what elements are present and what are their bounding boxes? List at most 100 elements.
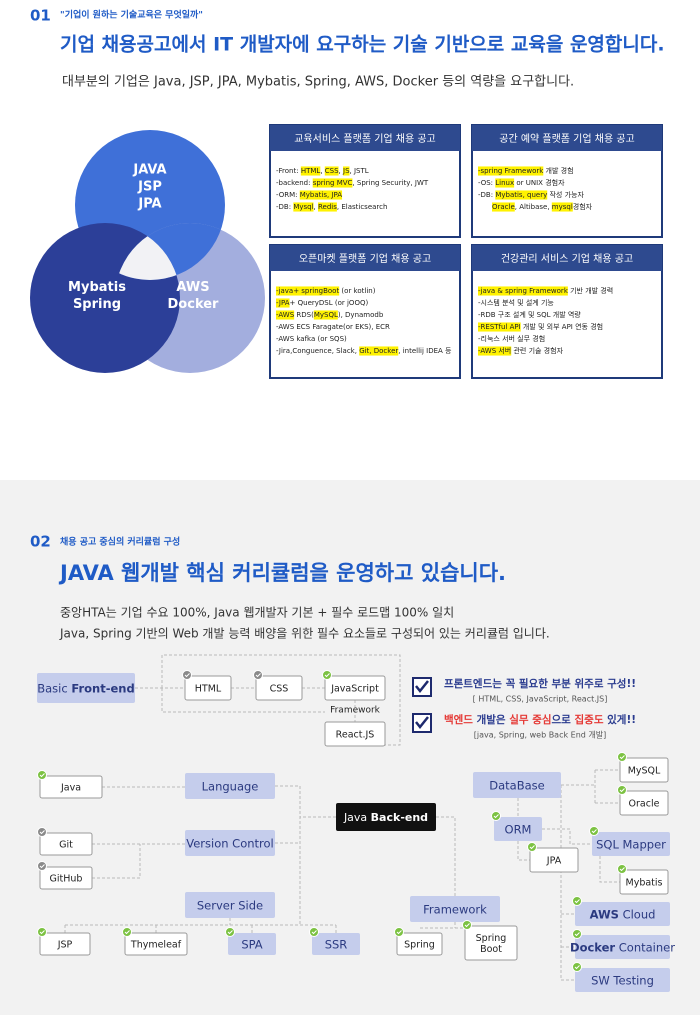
status-check <box>227 930 233 935</box>
status-check <box>39 773 45 778</box>
curriculum-node <box>619 869 669 895</box>
status-check <box>39 864 45 869</box>
highlight <box>293 202 314 212</box>
note-text: 집중도 <box>575 714 604 726</box>
posting-line: 개발 및 외부 API 연동 경험 <box>521 322 603 331</box>
curriculum-node <box>619 757 669 783</box>
highlight <box>478 286 568 296</box>
posting-line: -DB: <box>478 191 495 199</box>
status-check <box>39 830 45 835</box>
curriculum-node <box>575 968 670 992</box>
section-title: 기업 채용공고에서 IT 개발자에 요구하는 기술 기반으로 교육을 운영합니다… <box>60 34 665 56</box>
highlight <box>276 298 290 308</box>
status-badge <box>617 752 627 762</box>
curriculum-node <box>592 832 670 856</box>
posting-line: 작성 가능자 <box>547 190 584 199</box>
section-number: 02 <box>30 533 51 551</box>
curriculum-node <box>39 866 93 890</box>
posting-line: Oracle <box>492 203 515 211</box>
posting-line: 기반 개발 경력 <box>568 286 613 295</box>
venn-label: Spring <box>73 297 121 312</box>
posting-line: -ORM: <box>276 191 300 199</box>
status-badge <box>322 670 332 680</box>
status-check <box>574 899 580 904</box>
curriculum-node <box>185 892 275 918</box>
posting-line: , JSTL <box>350 167 369 175</box>
posting-line: -java & spring Framework <box>478 287 569 295</box>
curriculum-node <box>410 896 500 922</box>
curriculum-node <box>37 673 135 703</box>
posting-line: , <box>314 203 318 211</box>
posting-line: -AWS kafka (or SQS) <box>276 335 347 343</box>
posting-line: -AWS 서버 <box>478 346 511 355</box>
posting-line: -AWS ECS Faragate(or EKS), ECR <box>276 323 390 331</box>
status-badge <box>122 927 132 937</box>
posting-line: Redis <box>318 203 337 211</box>
section-description: 대부분의 기업은 Java, JSP, JPA, Mybatis, Spring… <box>62 75 574 90</box>
venn-label: JSP <box>137 180 162 195</box>
posting-header <box>270 245 460 271</box>
status-badge <box>527 842 537 852</box>
note-text: 백엔드 <box>444 713 473 726</box>
node-label: Framework <box>423 903 487 917</box>
posting-line: 개발 경험 <box>543 166 573 175</box>
note-text: 개발은 <box>473 713 509 726</box>
posting-line: -backend: <box>276 179 313 187</box>
posting-line: ), Dynamodb <box>338 311 384 319</box>
venn-label: JPA <box>137 197 161 212</box>
curriculum-node <box>39 932 91 956</box>
posting-line: -DB: <box>276 203 293 211</box>
node-label: JPA <box>546 856 562 867</box>
posting-line: -Jira,Conguence, Slack, <box>276 347 359 355</box>
posting-line: -AWS <box>276 311 295 319</box>
highlight <box>495 178 515 188</box>
node-label: Back-end <box>371 811 428 824</box>
node-label: SQL Mapper <box>596 838 666 852</box>
node-label: Git <box>59 840 73 851</box>
status-check <box>324 673 330 678</box>
status-check <box>464 923 470 928</box>
node-label: ORM <box>505 823 532 837</box>
posting-line: JS <box>342 167 350 175</box>
status-check <box>591 829 597 834</box>
posting-line: , <box>339 167 343 175</box>
curriculum-node <box>464 925 518 961</box>
posting-line: , Spring Security, JWT <box>352 179 428 187</box>
status-check <box>39 930 45 935</box>
posting-line: , Altibase, <box>515 203 552 211</box>
curriculum-node <box>124 932 188 956</box>
status-badge <box>37 827 47 837</box>
posting-line: MySQL <box>314 311 338 319</box>
highlight <box>551 202 573 212</box>
checkmark <box>415 680 429 694</box>
node-label: Docker <box>570 941 615 955</box>
node-label: Mybatis <box>626 878 663 889</box>
status-badge <box>309 927 319 937</box>
posting-header <box>472 125 662 151</box>
node-label: Version Control <box>186 837 274 851</box>
venn-diagram <box>30 130 265 373</box>
node-label: Java <box>343 811 371 824</box>
posting-line: -Front: <box>276 167 301 175</box>
posting-line: -리눅스 서버 실무 경험 <box>478 334 545 343</box>
highlight <box>359 346 399 356</box>
node-label: Oracle <box>629 799 660 810</box>
status-check <box>493 814 499 819</box>
note-text: 프론트엔드는 꼭 필요한 부분 위주로 구성!! <box>444 677 636 690</box>
highlight <box>317 202 337 212</box>
curriculum-node <box>473 772 561 798</box>
status-check <box>619 867 625 872</box>
status-badge <box>37 861 47 871</box>
venn-label: AWS <box>176 280 209 295</box>
node-caption: Framework <box>330 706 381 716</box>
venn-center <box>115 223 180 280</box>
curriculum-node <box>39 832 93 856</box>
posting-line: -RDB 구조 설계 및 SQL 개발 역량 <box>478 310 581 319</box>
posting-line: CSS <box>325 167 339 175</box>
status-check <box>255 673 261 678</box>
curriculum-node <box>184 675 232 701</box>
status-check <box>396 930 402 935</box>
note-text: 실무 중심 <box>509 713 551 726</box>
